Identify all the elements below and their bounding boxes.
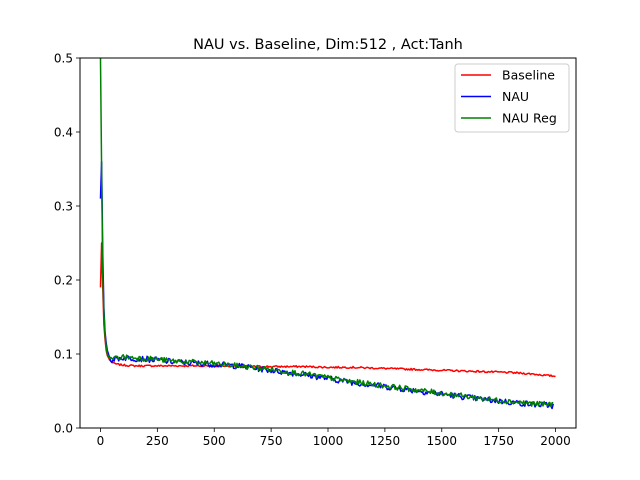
x-tick-label: 1250	[370, 434, 401, 448]
legend-label-baseline: Baseline	[502, 68, 555, 83]
series-layer	[99, 57, 556, 410]
y-axis: 0.0 0.1 0.2 0.3 0.4 0.5	[54, 52, 80, 436]
x-tick-label: 500	[203, 434, 226, 448]
legend-label-nau-reg: NAU Reg	[502, 111, 557, 126]
y-tick-label: 0.1	[54, 348, 73, 362]
x-tick-label: 2000	[540, 434, 571, 448]
chart-title: NAU vs. Baseline, Dim:512 , Act:Tanh	[193, 37, 463, 53]
series-line-nau-reg	[99, 57, 554, 408]
y-tick-label: 0.4	[54, 126, 73, 140]
series-line-baseline	[99, 242, 556, 378]
legend-label-nau: NAU	[502, 89, 529, 104]
x-tick-label: 1500	[426, 434, 457, 448]
x-tick-label: 1000	[313, 434, 344, 448]
y-tick-label: 0.2	[54, 274, 73, 288]
x-tick-label: 1750	[483, 434, 514, 448]
y-tick-label: 0.0	[54, 422, 73, 436]
legend-box	[454, 63, 570, 133]
x-tick-label: 0	[97, 434, 105, 448]
x-tick-label: 250	[146, 434, 169, 448]
legend: Baseline NAU NAU Reg	[454, 63, 570, 133]
y-tick-label: 0.5	[54, 52, 73, 66]
x-tick-label: 750	[260, 434, 283, 448]
x-axis: 0 250 500 750 1000 1250 1500 1750 2000	[97, 428, 571, 448]
y-tick-label: 0.3	[54, 200, 73, 214]
